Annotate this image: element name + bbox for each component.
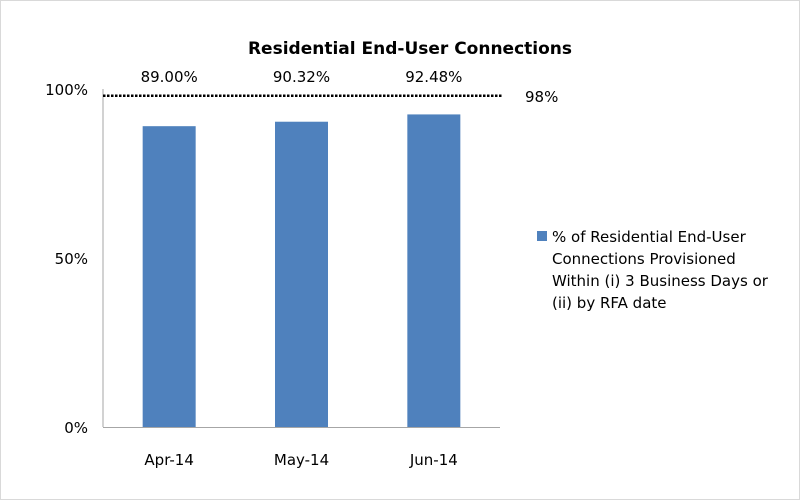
x-tick-label: Jun-14 <box>409 451 458 469</box>
data-label: 92.48% <box>405 68 462 86</box>
x-tick-label: May-14 <box>274 451 329 469</box>
target-line-label: 98% <box>525 88 558 106</box>
legend: % of Residential End-User Connections Pr… <box>537 226 777 314</box>
bar-may-14 <box>275 121 328 428</box>
y-tick-label: 0% <box>64 419 88 437</box>
legend-label: % of Residential End-User Connections Pr… <box>552 228 768 312</box>
y-tick-label: 50% <box>55 250 88 268</box>
bar-apr-14 <box>142 126 196 428</box>
bar-jun-14 <box>407 114 461 427</box>
data-label: 89.00% <box>141 68 198 86</box>
chart-title: Residential End-User Connections <box>248 39 572 59</box>
data-label: 90.32% <box>273 68 330 86</box>
x-tick-label: Apr-14 <box>144 451 194 469</box>
y-tick-label: 100% <box>45 81 88 99</box>
legend-swatch <box>537 231 547 241</box>
